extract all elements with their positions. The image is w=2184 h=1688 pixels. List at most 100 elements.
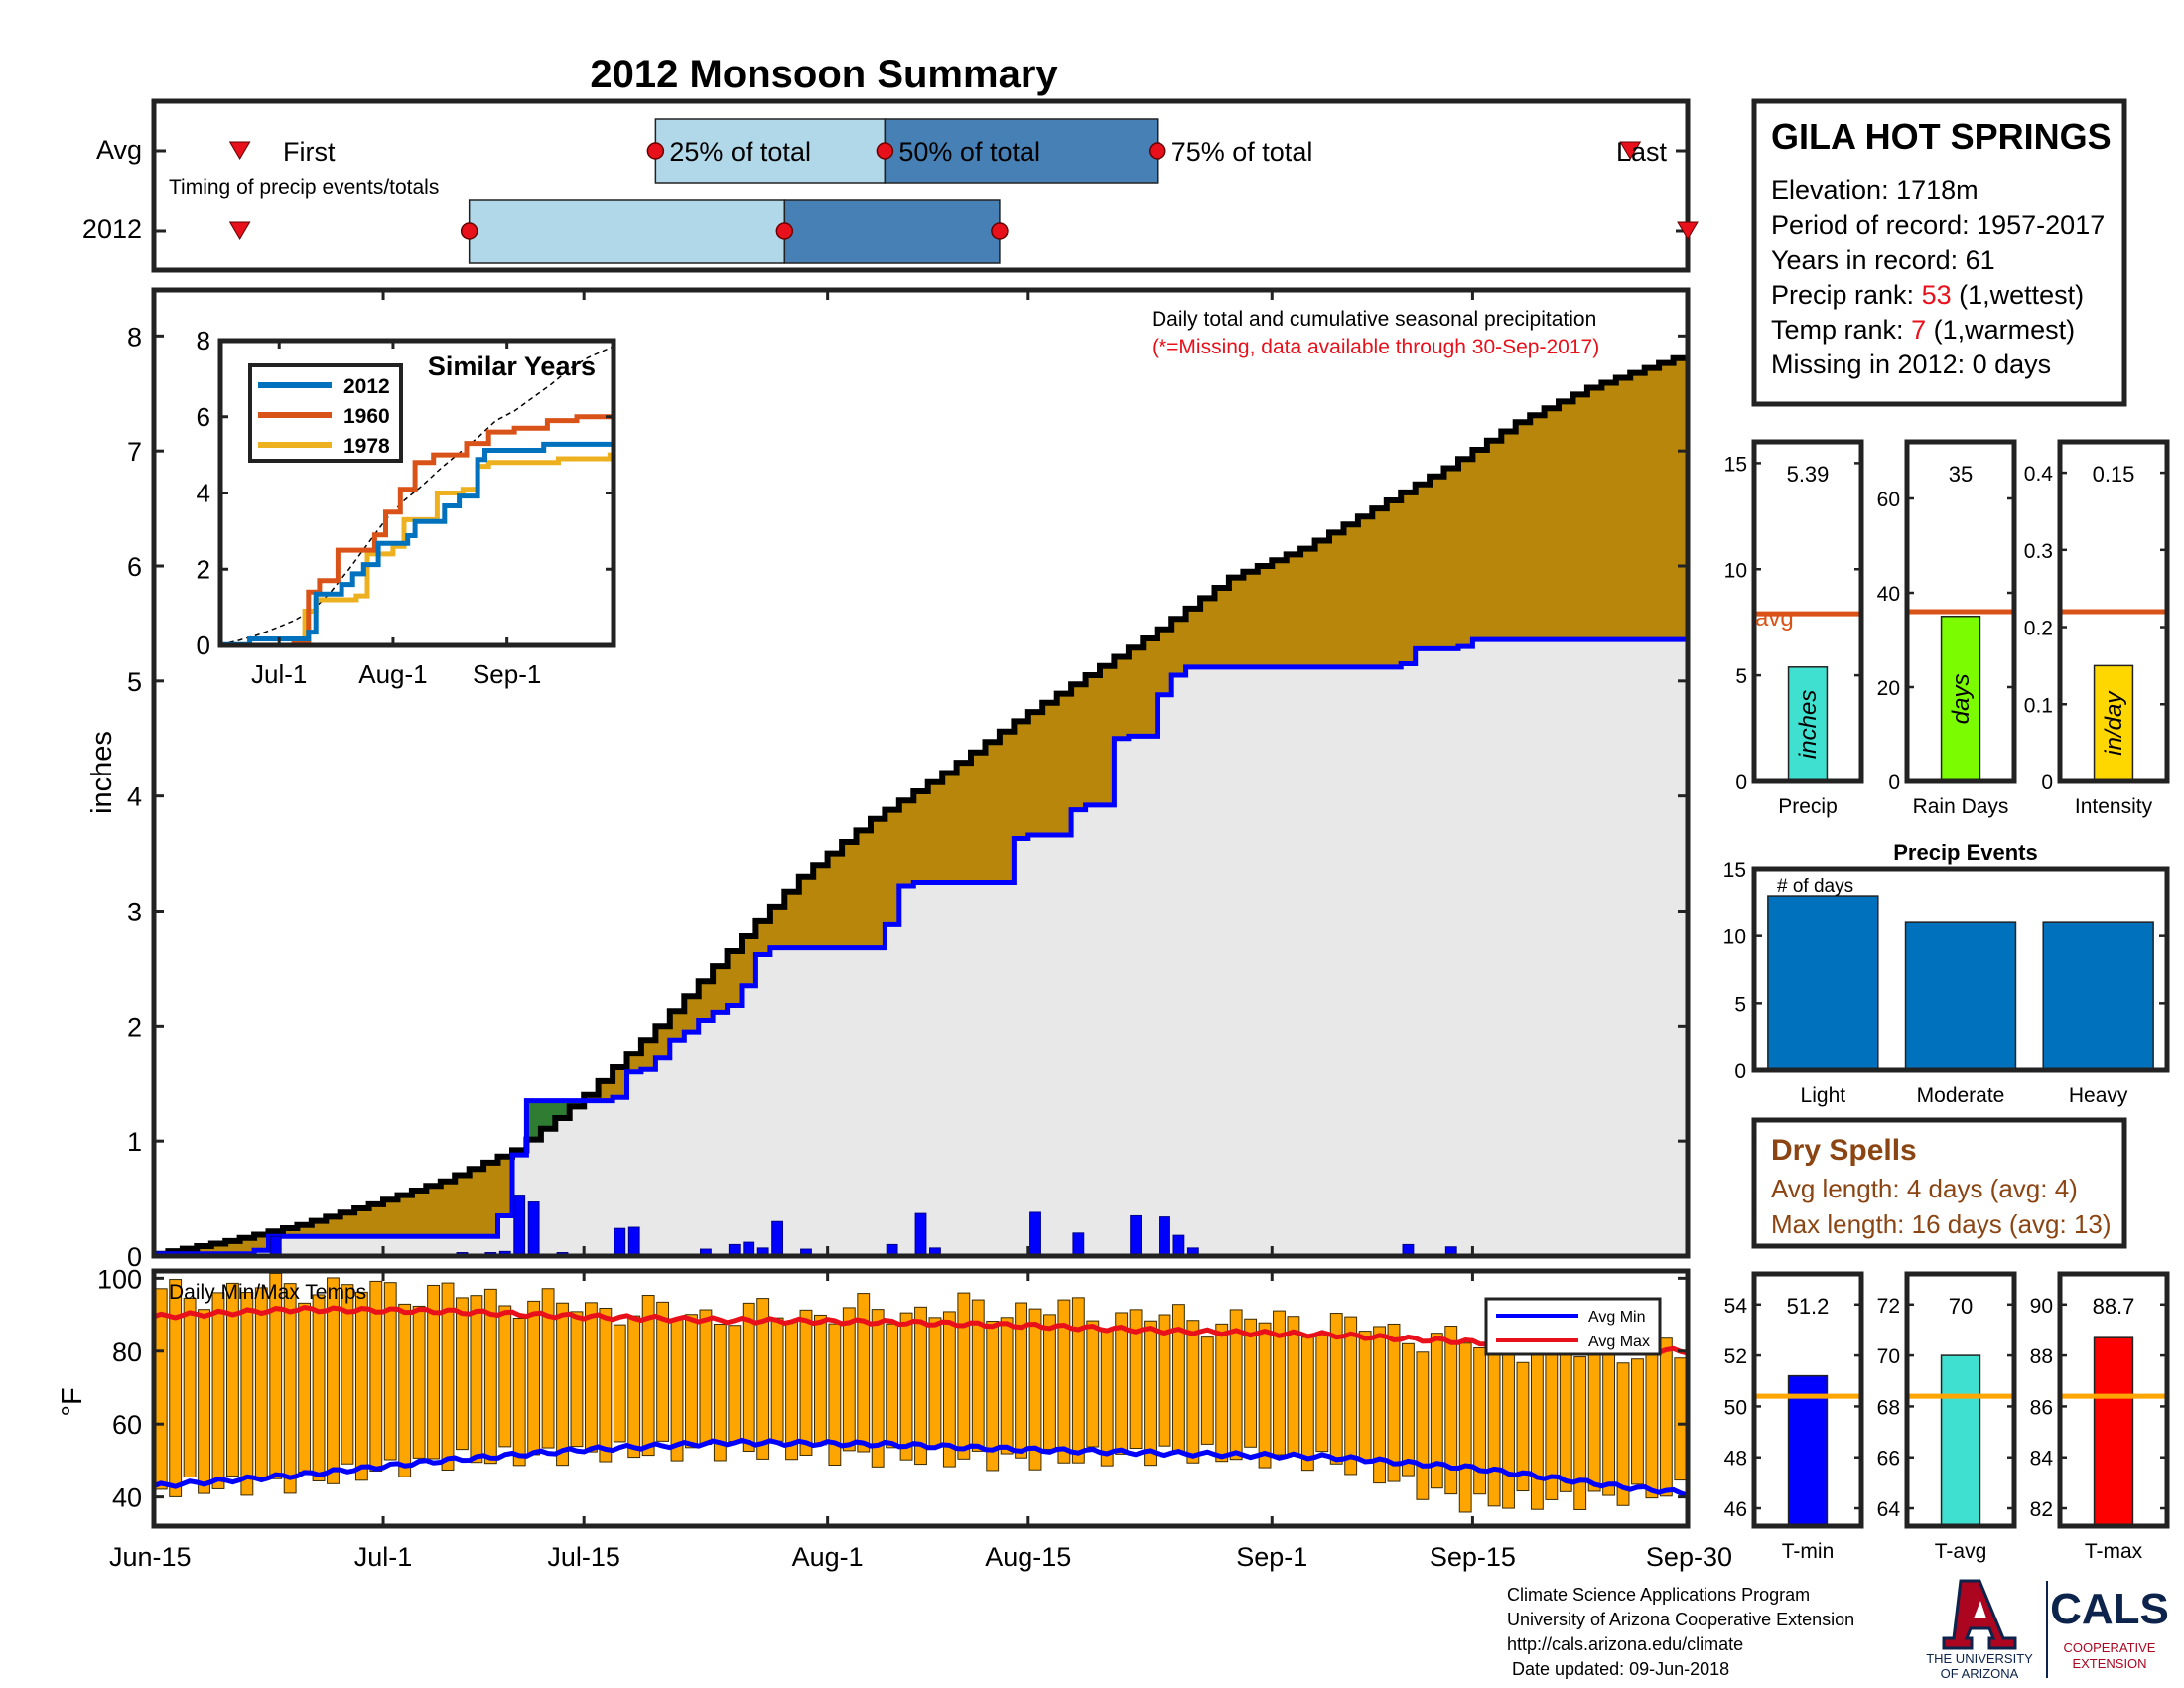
daily-temp-bar [1315, 1333, 1329, 1453]
daily-temp-bar [914, 1306, 927, 1466]
legend-label-1978: 1978 [343, 435, 390, 458]
ua-name-line-1: THE UNIVERSITY [1926, 1651, 2033, 1666]
daily-temp-bar [742, 1302, 755, 1452]
precip-events-note: # of days [1777, 876, 1853, 897]
daily-temp-bar [685, 1314, 698, 1449]
daily-temp-bar [599, 1307, 613, 1463]
inset-x-tick-label: Sep-1 [473, 659, 541, 689]
daily-precip-bar [914, 1212, 927, 1257]
events-frame [1751, 866, 2170, 1073]
daily-temp-bar [1344, 1316, 1358, 1476]
footer-line-4: Date updated: 09-Jun-2018 [1507, 1659, 1729, 1679]
precip-y-tick-label: 2 [127, 1012, 142, 1042]
daily-precip-bar [627, 1226, 640, 1257]
stat-y-tick-label: 82 [2030, 1498, 2053, 1521]
daily-temp-bar [341, 1284, 354, 1465]
time-x-tick-label: Sep-15 [1430, 1542, 1516, 1572]
legend-label-avg-max: Avg Max [1588, 1334, 1650, 1350]
timing-q25-label: 25% of total [669, 137, 811, 167]
daily-temp-bar [269, 1272, 283, 1479]
daily-temp-bar [169, 1279, 183, 1497]
ua-name-line-2: OF ARIZONA [1941, 1666, 2019, 1681]
temp-legend-box [1484, 1297, 1662, 1356]
timing-row-2012 [228, 199, 1699, 264]
timing-box-q25-q50 [654, 118, 887, 184]
station-temp-rank: Temp rank: 7 (1,warmest) [1771, 315, 2075, 345]
daily-temp-bar [412, 1305, 426, 1459]
daily-temp-bar [1530, 1347, 1544, 1510]
daily-temp-bar [1186, 1320, 1200, 1464]
daily-temp-bar [899, 1312, 913, 1461]
stat-precip-unit-label: inches [1795, 690, 1822, 759]
precip-y-tick-label: 3 [127, 898, 142, 927]
inset-y-tick-label: 8 [197, 326, 210, 355]
footer-line-2: University of Arizona Cooperative Extens… [1507, 1610, 1854, 1629]
coop-ext-line-2: EXTENSION [2072, 1656, 2146, 1671]
inset-y-tick-label: 4 [197, 479, 210, 508]
legend-label-2012: 2012 [343, 375, 390, 398]
inset-y-tick-label: 6 [197, 402, 210, 432]
daily-temp-bar [828, 1323, 842, 1466]
daily-temp-bar [756, 1298, 770, 1460]
timing-last-label: Last [1616, 137, 1668, 167]
stat-tmin-label: T-min [1782, 1540, 1835, 1563]
daily-temp-bar [1645, 1336, 1659, 1499]
daily-temp-bar [656, 1301, 670, 1442]
daily-temp-bar [1487, 1337, 1501, 1507]
daily-temp-bar [1086, 1320, 1100, 1448]
stat-raindays-label: Rain Days [1913, 795, 2009, 818]
daily-precip-bar [614, 1227, 626, 1257]
timing-first-last-marker [228, 141, 251, 160]
footer: Climate Science Applications Program Uni… [1507, 1585, 1854, 1679]
daily-temp-bar [584, 1302, 598, 1453]
daily-temp-bar [1229, 1309, 1243, 1461]
station-info-box: GILA HOT SPRINGS Elevation: 1718m Period… [1751, 98, 2127, 407]
daily-temp-bar [456, 1297, 469, 1451]
precip-y-tick-label: 5 [127, 667, 142, 697]
temp-y-tick-label: 40 [112, 1483, 142, 1513]
stat-tavg-bar [1940, 1354, 1981, 1527]
timing-frame [151, 98, 1691, 273]
timing-box-q50-q75 [783, 199, 1001, 264]
daily-precip-bar [513, 1195, 526, 1257]
stat-precip-value-label: 5.39 [1787, 462, 1830, 487]
avg-min-line [153, 1437, 1689, 1498]
station-name: GILA HOT SPRINGS [1771, 116, 2112, 157]
precip-events-category-label: Moderate [1917, 1084, 2005, 1107]
stat-panels: 5.39 0 5 10 15 inches Precip 35 0 20 40 60 days Rain … [1724, 439, 2170, 1563]
timing-first-last-marker [228, 221, 251, 240]
daily-temp-bar [1015, 1302, 1027, 1459]
daily-temp-bar [556, 1302, 569, 1467]
stat-tmax-label: T-max [2085, 1540, 2143, 1563]
daily-temp-bar [398, 1303, 412, 1477]
daily-temp-bar [1000, 1317, 1014, 1455]
timing-first-last-marker [1677, 221, 1699, 240]
station-elevation: Elevation: 1718m [1771, 175, 1979, 205]
stat-intensity-value-label: 0.15 [2093, 462, 2135, 487]
precip-y-tick-label: 6 [127, 552, 142, 582]
events-y-tick-label: 0 [1734, 1060, 1746, 1083]
daily-temp-bar [1444, 1326, 1458, 1495]
daily-temp-bar [512, 1317, 526, 1467]
stat-y-tick-label: 20 [1877, 677, 1900, 700]
temp-plot-area: 40 60 80 100 Jun-15 Jul-1 Jul-15 Aug-1 Aug-15 Sep… [97, 1264, 1732, 1572]
daily-precip-bar [1072, 1232, 1085, 1257]
stat-panel-frame [1751, 439, 1864, 784]
daily-temp-bar [354, 1291, 368, 1481]
temp-y-tick-label: 60 [112, 1410, 142, 1440]
daily-precip-bar [1029, 1211, 1041, 1257]
precip-events-bar [1767, 895, 1879, 1071]
timing-quantile-marker [991, 222, 1009, 240]
daily-temp-bar [1158, 1314, 1171, 1447]
precip-y-tick-label: 8 [127, 322, 142, 352]
block-a-icon [1942, 1579, 2017, 1650]
daily-temp-bar [957, 1292, 971, 1460]
stat-y-tick-label: 88 [2030, 1345, 2053, 1368]
precip-rank-value: 53 [1922, 280, 1952, 310]
daily-temp-bar [814, 1314, 827, 1446]
temp-plot-frame [151, 1268, 1691, 1529]
daily-precip-bar [1130, 1214, 1143, 1257]
stat-y-tick-label: 40 [1877, 583, 1900, 606]
stat-intensity-bar [2093, 664, 2134, 782]
